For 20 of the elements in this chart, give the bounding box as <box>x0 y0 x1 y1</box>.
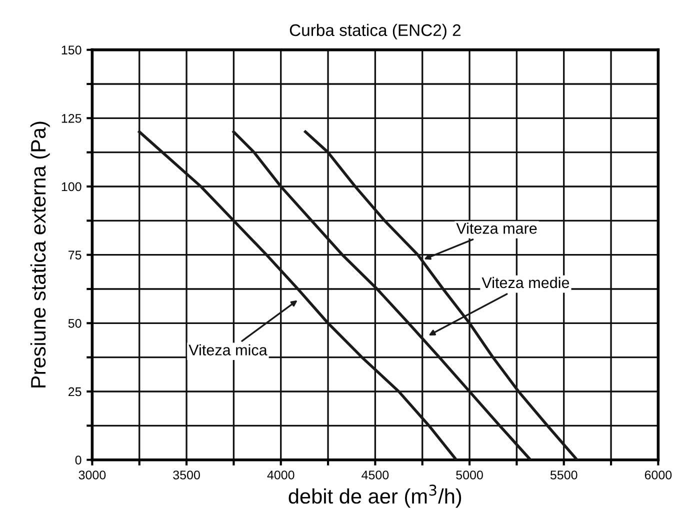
chart-title: Curba statica (ENC2) 2 <box>290 24 461 40</box>
x-tick-label: 3000 <box>78 470 106 480</box>
y-tick-label: 50 <box>68 318 82 328</box>
x-tick-label: 4000 <box>267 470 294 480</box>
y-tick-label: 0 <box>75 456 82 464</box>
y-tick-label: 100 <box>62 182 82 192</box>
annotation: Viteza mare <box>456 222 537 234</box>
x-tick-label: 4500 <box>362 470 389 480</box>
annotation: Viteza mica <box>188 344 268 356</box>
y-tick-label: 150 <box>62 46 82 54</box>
x-tick-label: 5000 <box>456 470 483 480</box>
y-tick-label: 75 <box>68 250 82 260</box>
x-tick-label: 5500 <box>550 470 578 480</box>
y-tick-label: 125 <box>62 114 82 123</box>
y-axis-title: Presiune statica externa (Pa) <box>30 122 50 388</box>
x-tick-label: 3500 <box>173 470 200 480</box>
x-axis-title: debit de aer (m$^{3}$/h) <box>288 484 462 508</box>
annotation: Viteza medie <box>482 276 570 288</box>
x-tick-label: 6000 <box>644 470 672 480</box>
y-tick-label: 25 <box>68 387 82 396</box>
